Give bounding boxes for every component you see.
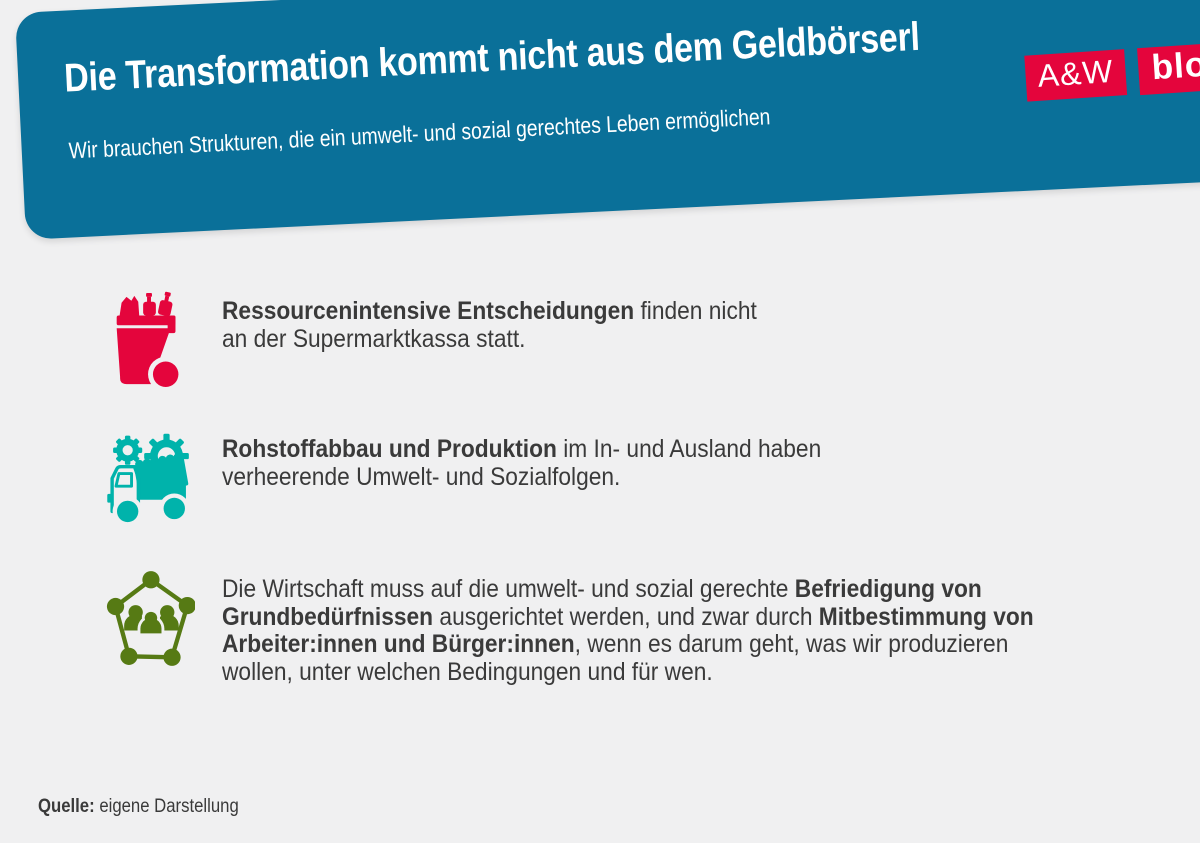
logo-blog-box: blog: [1137, 41, 1200, 96]
waste-bin-icon: [104, 290, 196, 388]
list-item-text: Die Wirtschaft muss auf die umwelt- und …: [222, 575, 1034, 686]
production-truck-icon-svg: [107, 433, 190, 525]
list-item-participation: Die Wirtschaft muss auf die umwelt- und …: [104, 570, 1114, 686]
production-truck-icon: [104, 424, 196, 525]
waste-bin-icon-svg: [116, 291, 184, 388]
logo-aw-box: A&W: [1024, 49, 1128, 102]
text-plain: finden nicht: [634, 297, 757, 325]
participation-network-icon: [104, 570, 196, 668]
aw-blog-logo: A&W blog: [1024, 41, 1200, 102]
text-bold: Arbeiter:innen und Bürger:innen: [222, 630, 575, 658]
text-bold: Befriedigung von: [794, 575, 982, 603]
text-plain: Die Wirtschaft muss auf die umwelt- und …: [222, 575, 795, 603]
text-plain: , wenn es darum geht, was wir produziere…: [574, 630, 1009, 658]
list-item-text: Rohstoffabbau und Produktion im In- und …: [222, 435, 822, 491]
text-bold: Rohstoffabbau und Produktion: [222, 435, 557, 463]
text-plain: wollen, unter welchen Bedingungen und fü…: [222, 657, 713, 686]
text-bold: Ressourcenintensive Entscheidungen: [222, 297, 635, 325]
list-item-text: Ressourcenintensive Entscheidungen finde…: [222, 297, 757, 353]
source-label: Quelle:: [38, 796, 95, 817]
text-plain: an der Supermarktkassa statt.: [222, 324, 526, 353]
text-bold: Grundbedürfnissen: [222, 602, 434, 631]
list-item-supermarket: Ressourcenintensive Entscheidungen finde…: [104, 290, 810, 388]
text-plain: im In- und Ausland haben: [556, 435, 822, 463]
text-plain: verheerende Umwelt- und Sozialfolgen.: [222, 462, 621, 491]
text-plain: ausgerichtet werden, und zwar durch: [433, 602, 819, 631]
gear-small: [113, 435, 143, 465]
header-banner: Die Transformation kommt nicht aus dem G…: [15, 0, 1200, 240]
list-item-production: Rohstoffabbau und Produktion im In- und …: [104, 424, 881, 525]
participation-network-icon-svg: [106, 571, 195, 666]
page-title: Die Transformation kommt nicht aus dem G…: [63, 14, 921, 101]
text-bold: Mitbestimmung von: [818, 602, 1034, 631]
source-line: Quelle: eigene Darstellung: [38, 796, 239, 818]
source-text: eigene Darstellung: [94, 796, 239, 817]
page-subtitle: Wir brauchen Strukturen, die ein umwelt-…: [68, 103, 771, 164]
